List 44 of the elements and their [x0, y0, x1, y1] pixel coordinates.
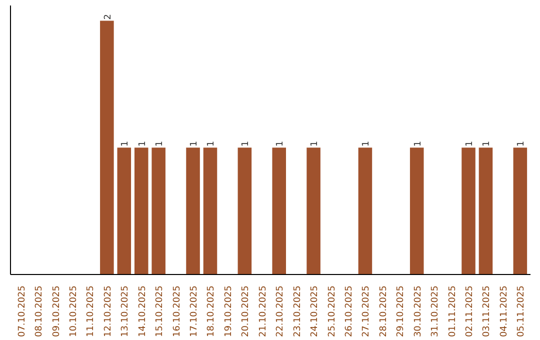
x-tick-label: 18.10.2025	[206, 286, 217, 338]
data-label: 1	[241, 140, 252, 147]
data-label: 1	[516, 140, 527, 147]
x-tick-label: 14.10.2025	[138, 286, 148, 338]
x-tick-label: 07.10.2025	[17, 286, 28, 338]
data-label: 1	[413, 140, 424, 147]
x-tick-label: 12.10.2025	[103, 286, 114, 338]
x-tick-label: 08.10.2025	[34, 286, 45, 338]
x-tick-label: 27.10.2025	[362, 286, 372, 338]
data-label: 1	[362, 140, 372, 147]
x-tick-label: 29.10.2025	[396, 286, 406, 338]
data-label: 1	[276, 140, 286, 147]
data-label: 1	[482, 140, 492, 147]
x-tick-label: 09.10.2025	[52, 286, 62, 338]
data-label: 2	[103, 14, 114, 20]
x-tick-label: 22.10.2025	[276, 286, 286, 338]
x-tick-label: 11.10.2025	[86, 286, 96, 338]
x-tick-label: 03.11.2025	[482, 286, 492, 338]
x-tick-label: 10.10.2025	[68, 286, 79, 338]
x-tick-label: 17.10.2025	[190, 286, 200, 338]
data-label: 1	[120, 140, 131, 147]
x-tick-label: 19.10.2025	[224, 286, 234, 338]
x-tick-label: 24.10.2025	[310, 286, 320, 338]
x-tick-label: 01.11.2025	[448, 286, 458, 338]
data-label: 1	[206, 140, 217, 147]
data-label: 1	[155, 140, 166, 147]
data-label: 1	[138, 140, 148, 147]
x-tick-label: 04.11.2025	[499, 286, 510, 338]
data-label: 1	[310, 140, 320, 147]
x-tick-label: 28.10.2025	[378, 286, 389, 338]
data-label: 1	[465, 140, 476, 147]
x-tick-label: 02.11.2025	[465, 286, 476, 338]
x-tick-label: 15.10.2025	[155, 286, 166, 338]
x-tick-label: 21.10.2025	[258, 286, 268, 338]
x-tick-label: 31.10.2025	[430, 286, 441, 338]
data-label: 1	[190, 140, 200, 147]
x-tick-label: 30.10.2025	[413, 286, 424, 338]
x-tick-label: 23.10.2025	[292, 286, 303, 338]
x-tick-label: 26.10.2025	[344, 286, 354, 338]
x-tick-label: 16.10.2025	[172, 286, 182, 338]
x-tick-label: 13.10.2025	[120, 286, 131, 338]
x-tick-label: 25.10.2025	[327, 286, 338, 338]
x-tick-label: 20.10.2025	[241, 286, 252, 338]
x-tick-label: 05.11.2025	[516, 286, 527, 338]
